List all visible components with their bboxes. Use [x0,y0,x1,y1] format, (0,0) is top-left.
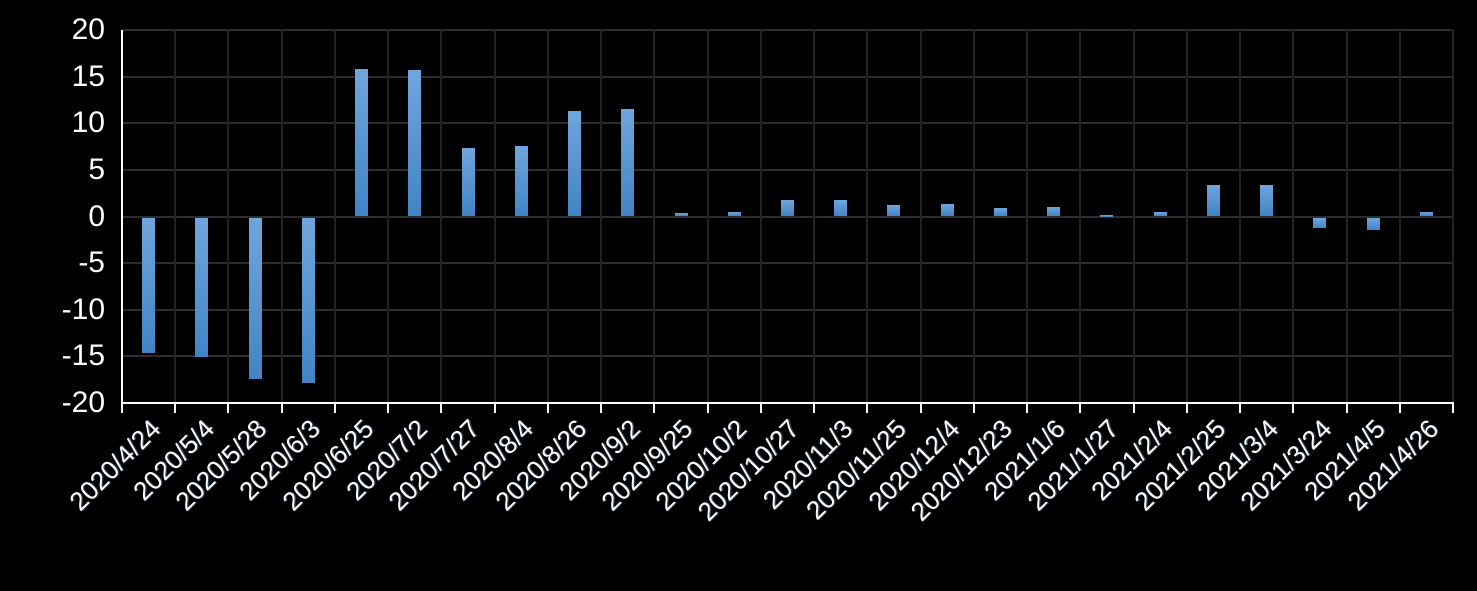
x-tick-mark [1239,404,1242,413]
x-tick-mark [653,404,656,413]
vertical-gridline [1132,30,1135,403]
vertical-gridline [546,30,549,403]
x-tick-mark [1132,404,1135,413]
bar-2020-8-4[interactable] [514,145,528,217]
bar-2021-2-25[interactable] [1206,184,1220,217]
y-tick-label: -20 [61,386,105,419]
y-tick-label: 10 [71,106,105,140]
bar-2020-9-25[interactable] [674,212,688,217]
horizontal-gridline [122,122,1453,125]
bar-2021-3-4[interactable] [1260,184,1274,217]
horizontal-gridline [122,168,1453,171]
bar-2020-6-25[interactable] [355,69,369,217]
x-axis-line [121,402,1454,404]
x-tick-mark [174,404,177,413]
x-tick-mark [546,404,549,413]
horizontal-gridline [122,29,1453,31]
bar-2021-1-27[interactable] [1100,214,1114,217]
bar-2020-10-2[interactable] [727,211,741,217]
vertical-gridline [706,30,709,403]
bar-2020-10-27[interactable] [781,199,794,217]
bar-2020-6-3[interactable] [301,217,315,384]
y-tick-label: 5 [88,152,105,186]
x-tick-mark [440,404,443,413]
vertical-gridline [280,30,283,403]
vertical-gridline [1026,30,1029,403]
x-tick-mark [1452,404,1454,413]
horizontal-gridline [122,308,1453,311]
vertical-gridline [1452,30,1454,403]
x-tick-mark [280,404,283,413]
x-tick-mark [493,404,496,413]
bar-2020-11-25[interactable] [887,205,901,217]
bar-2021-3-24[interactable] [1313,217,1327,228]
x-tick-mark [1026,404,1029,413]
x-tick-mark [1345,404,1348,413]
vertical-gridline [866,30,869,403]
vertical-gridline [653,30,656,403]
x-tick-mark [1185,404,1188,413]
vertical-gridline [1292,30,1295,403]
x-tick-mark [759,404,762,413]
bar-2020-7-2[interactable] [408,70,422,217]
plot-area [122,29,1454,404]
bar-2020-11-3[interactable] [834,199,848,217]
x-tick-mark [600,404,603,413]
vertical-gridline [600,30,603,403]
horizontal-gridline [122,75,1453,78]
vertical-gridline [333,30,336,403]
bar-2021-4-5[interactable] [1366,217,1380,230]
vertical-gridline [1079,30,1082,403]
vertical-gridline [1398,30,1401,403]
horizontal-gridline [122,262,1453,265]
x-tick-mark [387,404,390,413]
bar-2021-1-6[interactable] [1047,207,1061,217]
x-tick-mark [333,404,336,413]
vertical-gridline [919,30,922,403]
bar-2020-9-2[interactable] [621,109,635,217]
x-tick-mark [1398,404,1401,413]
bar-2021-4-26[interactable] [1419,211,1433,217]
vertical-gridline [1239,30,1242,403]
x-tick-mark [227,404,230,413]
vertical-gridline [1185,30,1188,403]
bar-2020-8-26[interactable] [568,111,582,217]
vertical-gridline [1345,30,1348,403]
vertical-gridline [440,30,443,403]
vertical-gridline [227,30,230,403]
vertical-gridline [759,30,762,403]
y-axis-line [121,30,123,404]
x-tick-mark [1079,404,1082,413]
bar-2020-7-27[interactable] [461,148,475,217]
x-tick-mark [866,404,869,413]
bar-2020-5-4[interactable] [195,217,209,358]
y-tick-label: -5 [78,246,105,280]
x-tick-mark [972,404,975,413]
y-tick-label: 15 [71,59,105,93]
vertical-gridline [493,30,496,403]
vertical-gridline [387,30,390,403]
bar-2020-12-4[interactable] [940,204,954,217]
y-tick-label: -10 [61,292,105,326]
x-tick-mark [813,404,816,413]
y-tick-label: 0 [88,199,105,233]
bar-2020-5-28[interactable] [248,217,262,379]
x-tick-mark [706,404,709,413]
bar-2020-12-23[interactable] [993,208,1007,217]
vertical-gridline [972,30,975,403]
bar-2021-2-4[interactable] [1153,211,1167,217]
y-tick-label: 20 [71,13,105,46]
x-tick-mark [1292,404,1295,413]
x-tick-mark [919,404,922,413]
x-tick-mark [121,404,123,413]
vertical-gridline [813,30,816,403]
bar-2020-4-24[interactable] [142,217,156,353]
horizontal-gridline [122,215,1453,218]
y-tick-label: -15 [61,339,105,373]
horizontal-gridline [122,355,1453,358]
vertical-gridline [174,30,177,403]
